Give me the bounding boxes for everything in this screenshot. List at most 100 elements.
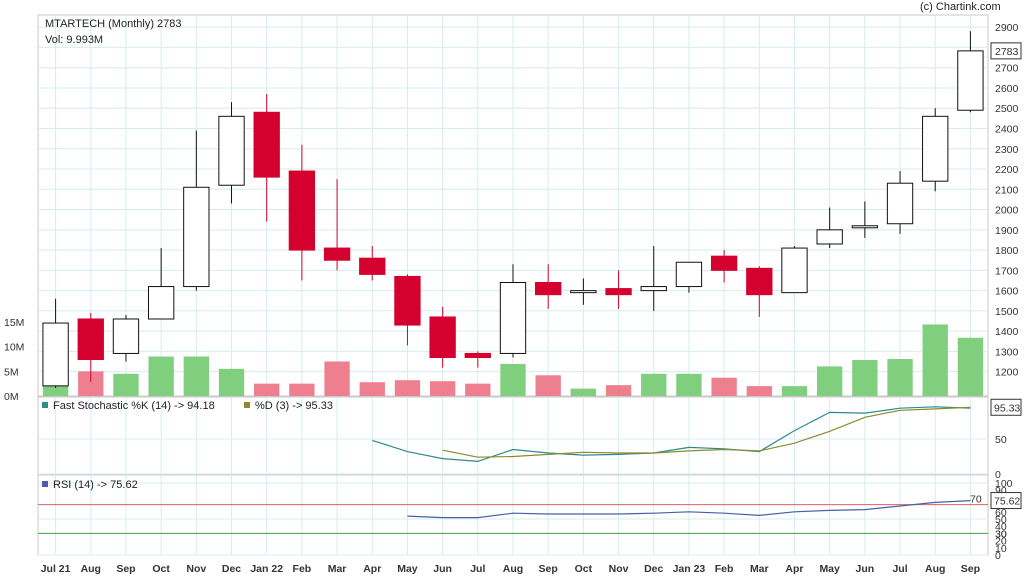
candle-body — [499, 282, 527, 354]
candle-body — [535, 282, 562, 296]
rsi-label: RSI (14) -> 75.62 — [53, 479, 138, 491]
volume-bar — [570, 388, 597, 396]
x-tick-label: Jul — [470, 563, 485, 575]
volume-bar — [535, 375, 561, 396]
price-tick-label: 2700 — [995, 63, 1019, 75]
x-tick-label: Jan 22 — [250, 563, 283, 575]
volume-bar — [641, 373, 667, 396]
volume-bar — [429, 381, 456, 396]
price-tick-label: 1200 — [995, 367, 1019, 379]
x-tick-label: Jun — [856, 563, 875, 575]
price-tick-label: 1400 — [995, 326, 1019, 338]
candle-body — [394, 275, 421, 326]
rsi-swatch — [42, 481, 48, 487]
x-tick-label: Aug — [925, 563, 945, 575]
volume-bar — [113, 373, 139, 396]
candle-body — [323, 247, 351, 261]
price-tick-label: 2100 — [995, 184, 1019, 196]
stoch-d-label: %D (3) -> 95.33 — [255, 400, 333, 412]
rsi-tick-label: 40 — [995, 521, 1007, 533]
price-tick-label: 1300 — [995, 346, 1019, 358]
candle-body — [675, 261, 703, 288]
chart-title: MTARTECH (Monthly) 2783 — [45, 18, 182, 30]
price-tick-label: 1600 — [995, 286, 1019, 298]
indicators — [38, 406, 988, 534]
rsi-tick-label: 100 — [995, 478, 1013, 490]
x-tick-label: Dec — [644, 563, 663, 575]
price-tick-label: 1500 — [995, 306, 1019, 318]
price-tick-label: 2500 — [995, 103, 1019, 115]
stoch-k-line — [372, 406, 971, 463]
volume-bar — [254, 383, 280, 396]
volume-tick-label: 15M — [4, 317, 24, 329]
price-tick-label: 2000 — [995, 205, 1019, 217]
rsi-tick-label: 50 — [995, 514, 1007, 526]
stoch-tick-label: 50 — [995, 434, 1007, 446]
candle-body — [957, 50, 984, 111]
candle-body — [746, 267, 773, 296]
x-tick-label: May — [819, 563, 840, 575]
volume-tick-label: 0M — [4, 391, 19, 403]
volume-bar — [781, 386, 808, 396]
candle-body — [640, 286, 667, 292]
price-tick-label: 2200 — [995, 164, 1019, 176]
x-tick-label: Nov — [609, 563, 629, 575]
price-tick-label: 2300 — [995, 144, 1019, 156]
volume-bar — [465, 383, 491, 396]
candle-body — [816, 229, 843, 245]
x-tick-label: Jul — [892, 563, 907, 575]
candle-body — [464, 352, 491, 358]
x-tick-label: Jun — [433, 563, 452, 575]
volume-bar — [922, 324, 948, 396]
candle-body — [112, 318, 140, 354]
rsi-oversold-label: 30 — [995, 528, 1007, 540]
stoch-k-swatch — [42, 402, 48, 408]
rsi-tick-label: 10 — [995, 543, 1007, 555]
price-tick-label: 1700 — [995, 265, 1019, 277]
volume-readout: Vol: 9.993M — [45, 34, 103, 46]
axes: 1200 1300 1400 1500 1600 1700 1800 1900 2000 2100… — [4, 22, 1022, 575]
x-tick-label: Sep — [961, 563, 980, 575]
candle-body — [77, 318, 104, 361]
x-tick-label: Apr — [785, 563, 803, 575]
x-tick-label: Oct — [575, 563, 593, 575]
price-tick-label: 2600 — [995, 83, 1019, 95]
volume-bars — [42, 324, 984, 396]
volume-tick-label: 10M — [4, 342, 24, 354]
x-tick-label: Feb — [293, 563, 312, 575]
stoch-k-label: Fast Stochastic %K (14) -> 94.18 — [53, 400, 215, 412]
rsi-tick-label: 60 — [995, 507, 1007, 519]
candle-body — [851, 225, 879, 229]
volume-bar — [218, 368, 245, 396]
candle-body — [359, 257, 386, 275]
x-tick-label: Apr — [363, 563, 381, 575]
candle-body — [218, 115, 245, 186]
candle-body — [922, 115, 949, 182]
candle-body — [570, 290, 597, 294]
volume-bar — [359, 382, 385, 396]
volume-bar — [500, 363, 526, 396]
candle-body — [183, 186, 210, 288]
last-price-label: 2783 — [995, 46, 1019, 58]
rsi-tick-label: 90 — [995, 485, 1007, 497]
candle-body — [781, 247, 808, 294]
volume-bar — [183, 356, 209, 396]
stoch-tick-label: 0 — [995, 469, 1001, 481]
candle-body — [147, 286, 175, 320]
rsi-last-box — [990, 492, 1022, 510]
price-tick-label: 1800 — [995, 245, 1019, 257]
x-tick-label: May — [397, 563, 418, 575]
rsi-overbought-label: 70 — [970, 494, 982, 506]
rsi-tick-label: 0 — [995, 550, 1001, 562]
candle-body — [253, 111, 280, 178]
price-tick-label: 1900 — [995, 225, 1019, 237]
candle-body — [710, 255, 738, 271]
x-tick-label: Sep — [539, 563, 558, 575]
x-tick-label: Mar — [328, 563, 347, 575]
candle-body — [42, 322, 69, 387]
stoch-d-line — [442, 406, 971, 458]
candles — [42, 31, 984, 388]
rsi-tick-label: 30 — [995, 528, 1007, 540]
price-tick-label: 2400 — [995, 123, 1019, 135]
